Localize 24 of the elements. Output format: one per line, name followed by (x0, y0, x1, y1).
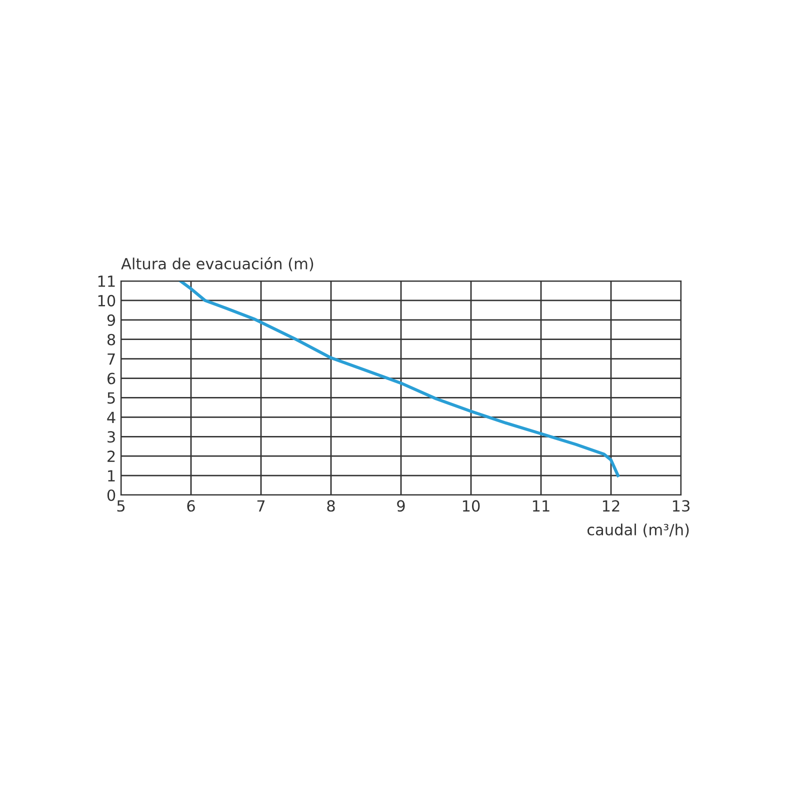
y-tick-label: 10 (98, 294, 116, 306)
y-tick-label: 8 (107, 334, 116, 346)
x-tick-label: 9 (397, 500, 405, 512)
y-tick-label: 5 (108, 392, 115, 404)
x-tick-label: 13 (672, 500, 690, 512)
line-series (178, 281, 620, 478)
x-tick-label: 7 (257, 500, 265, 512)
y-axis-title: Altura de evacuación (m) (121, 256, 314, 272)
y-tick-label: 0 (107, 489, 116, 502)
x-tick-label: 11 (532, 500, 550, 512)
x-axis-title: caudal (m³/h) (587, 524, 689, 538)
y-tick-label: 11 (98, 276, 115, 287)
y-tick-label: 1 (108, 470, 115, 482)
y-tick-label: 3 (108, 431, 115, 443)
y-tick-label: 6 (107, 372, 116, 384)
x-tick-label: 12 (602, 500, 620, 512)
y-tick-label: 9 (107, 314, 116, 326)
x-tick-label: 5 (117, 500, 125, 512)
x-tick-label: 10 (462, 500, 480, 512)
y-tick-label: 7 (108, 353, 115, 365)
x-tick-label: 8 (327, 500, 335, 512)
y-tick-label: 2 (108, 450, 115, 462)
y-tick-label: 4 (107, 412, 116, 423)
x-tick-label: 6 (187, 500, 195, 512)
